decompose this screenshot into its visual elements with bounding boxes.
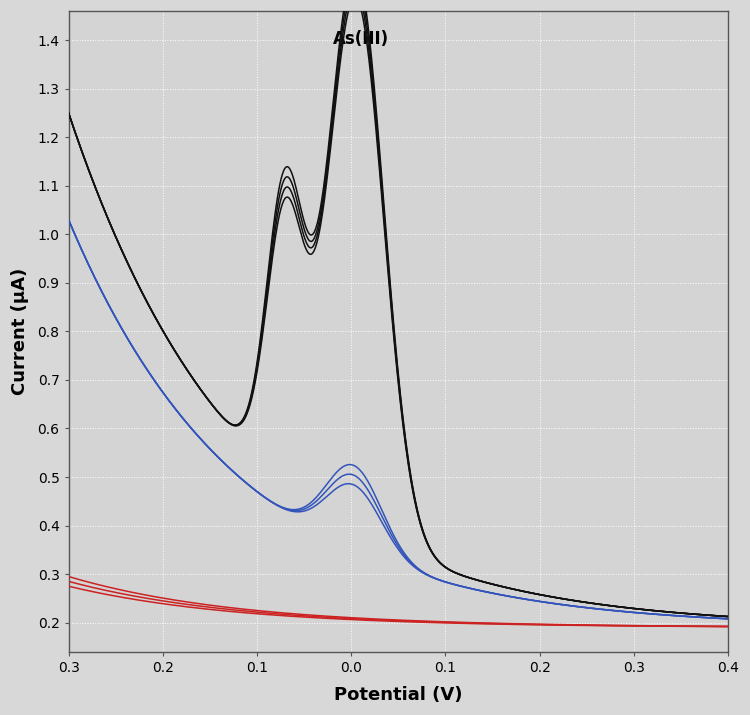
Y-axis label: Current (μA): Current (μA) xyxy=(11,268,29,395)
Text: As(III): As(III) xyxy=(332,29,388,47)
X-axis label: Potential (V): Potential (V) xyxy=(334,686,463,704)
